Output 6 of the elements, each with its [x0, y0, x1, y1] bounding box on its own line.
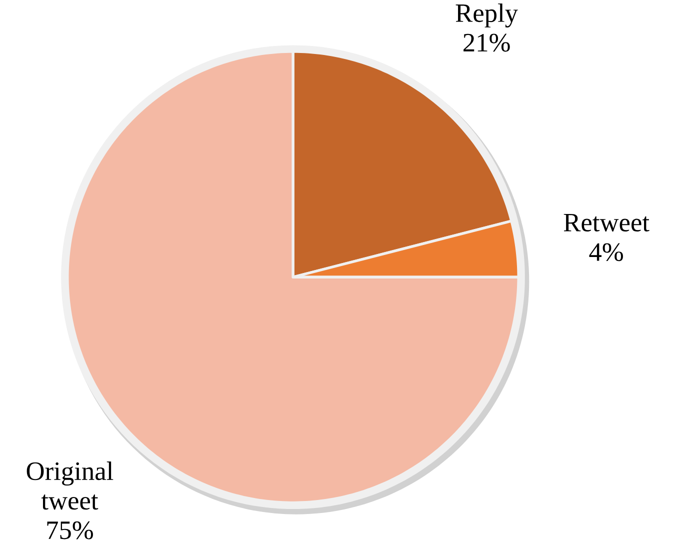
data-label: 75%	[47, 521, 93, 540]
slice-label: Original tweet	[26, 462, 114, 510]
data-label: 4%	[589, 243, 623, 262]
data-label: 21%	[464, 34, 510, 52]
slice-label: Reply	[456, 4, 518, 28]
slice-label: Retweet	[564, 214, 650, 232]
